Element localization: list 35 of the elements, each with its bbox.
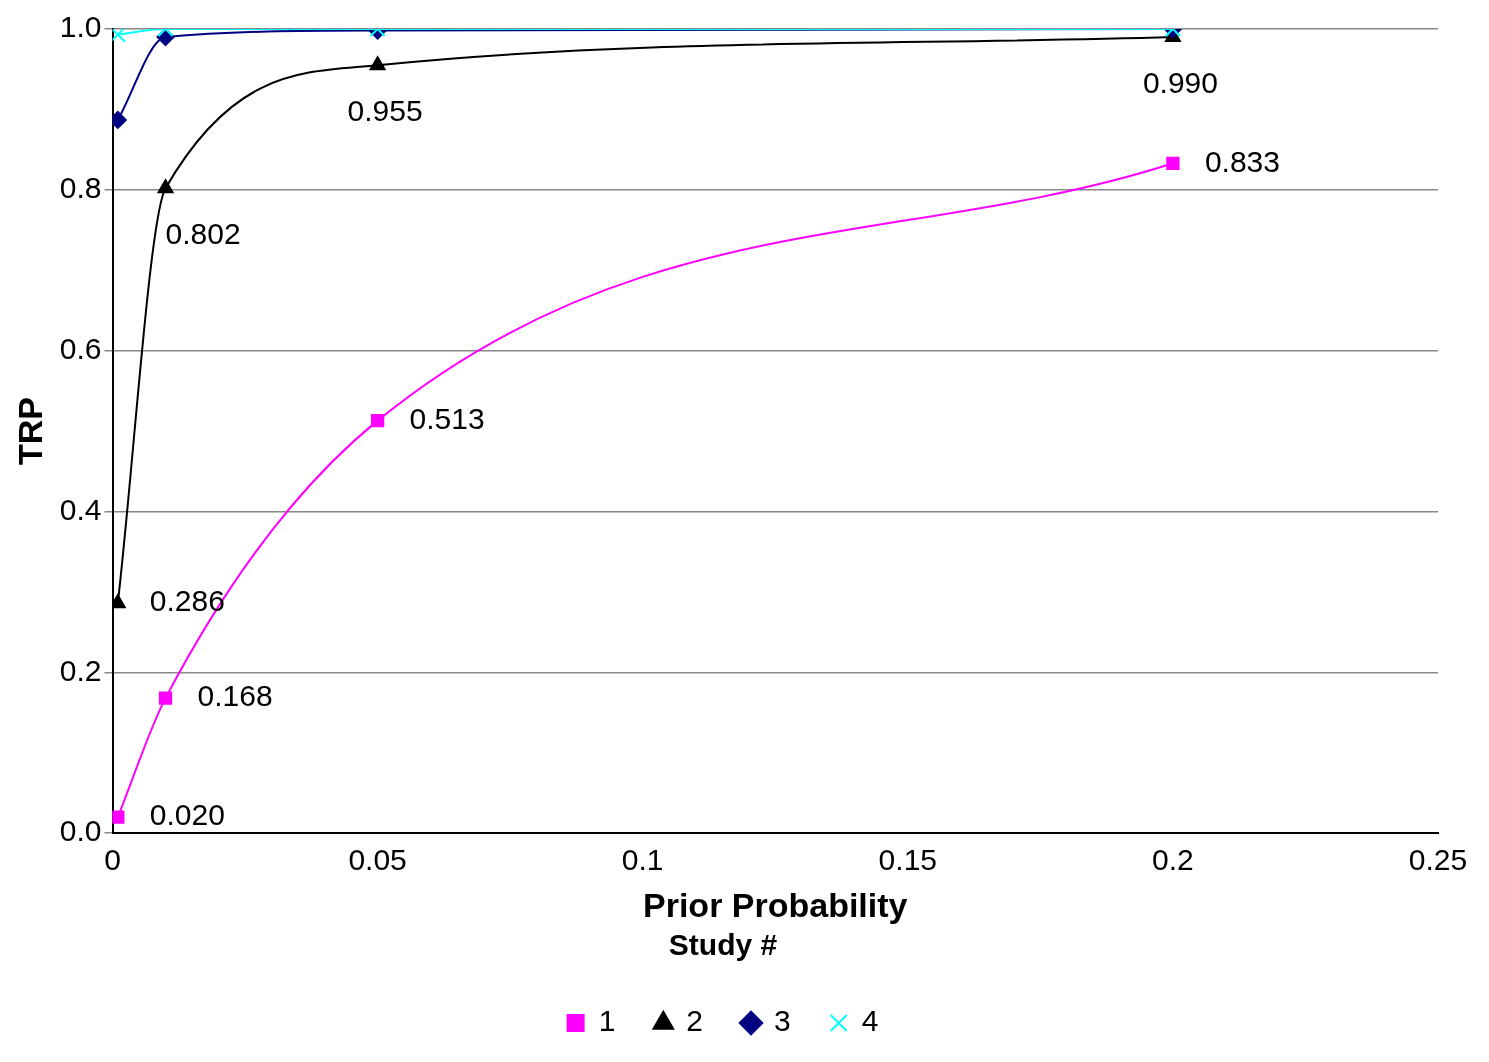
x-tick-label: 0.15 (878, 843, 937, 877)
y-axis-title: TRP (10, 397, 49, 466)
x-axis-title: Prior Probability (643, 885, 908, 924)
point (112, 29, 126, 43)
legend-label: 2 (686, 1004, 703, 1038)
x-tick-label: 0.05 (348, 843, 407, 877)
data-label: 0.168 (197, 679, 273, 713)
data-label: 0.802 (165, 217, 241, 251)
data-label: 0.020 (149, 798, 225, 832)
y-tick-label: 0.8 (59, 171, 102, 205)
point (369, 56, 386, 71)
point (1166, 156, 1180, 170)
x-tick-label: 0.2 (1152, 843, 1194, 877)
point (112, 810, 125, 824)
data-label: 0.990 (1142, 66, 1218, 100)
x-tick-label: 0.25 (1408, 843, 1468, 877)
point (158, 691, 173, 705)
legend-label: 4 (861, 1004, 879, 1038)
data-label: 0.833 (1204, 144, 1280, 178)
y-tick-label: 0.0 (59, 814, 102, 848)
legend-label: 1 (598, 1004, 616, 1038)
legend-label: 3 (774, 1004, 791, 1038)
point (112, 110, 127, 129)
x-tick-label: 0.1 (621, 843, 664, 877)
x-tick-label: 0 (104, 843, 121, 877)
y-tick-label: 0.2 (59, 653, 102, 687)
y-tick-label: 0.6 (59, 331, 102, 365)
y-tick-label: 0.4 (59, 492, 102, 526)
y-tick-label: 1.0 (59, 10, 102, 44)
point (157, 179, 174, 194)
data-label: 0.955 (347, 94, 423, 128)
point (370, 413, 385, 428)
data-label: 0.286 (149, 584, 225, 618)
legend-title: Study # (668, 928, 778, 962)
data-label: 0.513 (409, 401, 485, 435)
